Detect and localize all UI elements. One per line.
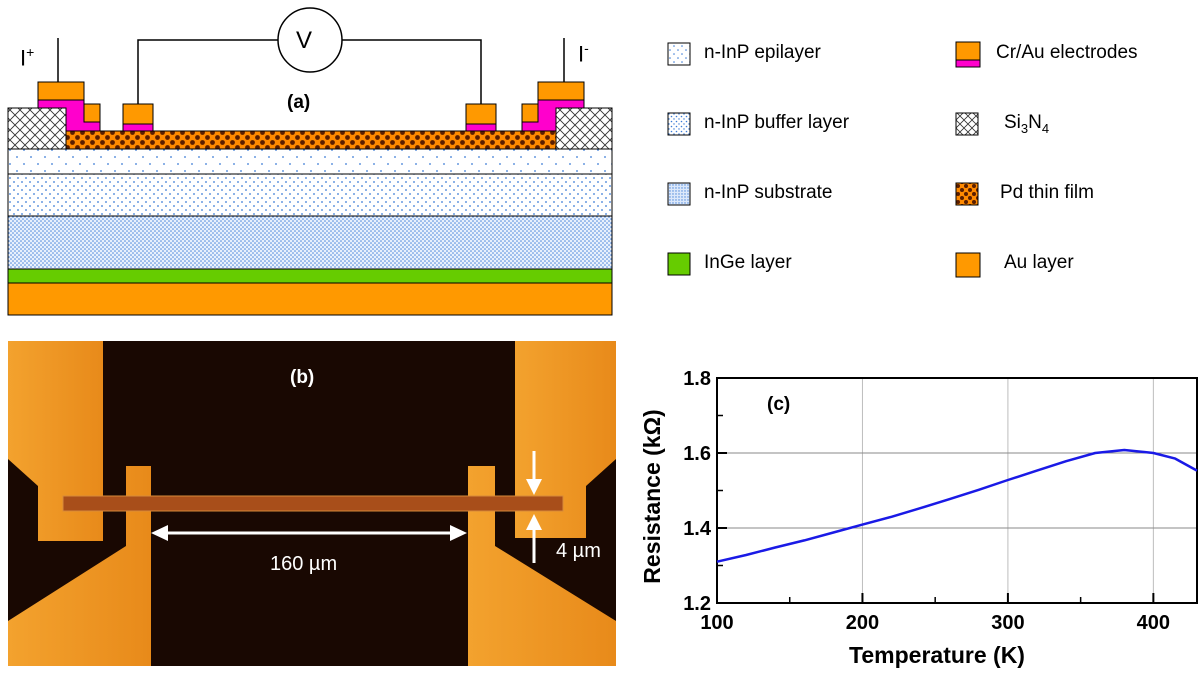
y-tick-label: 1.6 xyxy=(683,443,711,465)
inge-layer xyxy=(7,268,613,284)
optical-micrograph xyxy=(8,341,616,666)
legend-label-electrodes: Cr/Au electrodes xyxy=(996,42,1138,63)
y-tick-label: 1.4 xyxy=(683,518,712,540)
legend-label-epilayer: n-InP epilayer xyxy=(704,42,821,63)
panel-a-label: (a) xyxy=(287,92,311,113)
si3n4-right xyxy=(555,107,613,150)
x-tick-label: 400 xyxy=(1137,612,1170,634)
pd-thin-film xyxy=(65,130,557,150)
legend-label-inge: InGe layer xyxy=(704,252,792,273)
pd-stripe xyxy=(62,495,564,512)
si3n4-left xyxy=(7,107,67,150)
electrode-left-voltage-au xyxy=(122,103,154,125)
width-arrowhead-top xyxy=(526,479,542,495)
legend-swatch-au xyxy=(955,252,981,278)
device-cross-section xyxy=(7,7,613,316)
legend-label-pd: Pd thin film xyxy=(1000,182,1094,203)
x-tick-label: 100 xyxy=(700,612,733,634)
electrode-right-current-au xyxy=(521,81,585,123)
legend-label-au: Au layer xyxy=(1004,252,1074,273)
width-arrowhead-bottom xyxy=(526,514,542,530)
y-tick-label: 1.2 xyxy=(683,593,711,615)
electrode-left-voltage-cr xyxy=(122,123,154,132)
substrate-layer xyxy=(7,215,613,270)
legend-label-substrate: n-InP substrate xyxy=(704,182,833,203)
wire-voltage-right xyxy=(342,39,482,104)
legend-swatch-inge xyxy=(667,252,691,276)
resistance-series-line xyxy=(716,448,1198,563)
left-pad xyxy=(8,341,103,541)
electrode-right-voltage-au xyxy=(465,103,497,125)
current-minus-label: I- xyxy=(578,40,589,67)
legend-label-si3n4: Si3N4 xyxy=(1004,112,1050,136)
legend-swatch-electrode-au xyxy=(955,41,981,61)
plot-frame xyxy=(716,377,1198,604)
width-label: 4 µm xyxy=(556,540,601,562)
legend-swatches xyxy=(667,41,981,278)
voltmeter-label: V xyxy=(296,27,313,54)
x-tick-label: 200 xyxy=(846,612,879,634)
epilayer xyxy=(7,148,613,175)
left-voltage-lead xyxy=(8,466,151,666)
current-plus-label: I+ xyxy=(20,44,35,71)
y-axis-label: Resistance (kΩ) xyxy=(639,409,665,583)
resistance-chart: 100 200 300 400 1.2 1.4 1.6 1.8 (c) Temperature (… xyxy=(639,368,1198,668)
x-tick-label: 300 xyxy=(991,612,1024,634)
y-tick-label: 1.8 xyxy=(683,368,711,390)
legend-label-buffer: n-InP buffer layer xyxy=(704,112,850,133)
right-pad xyxy=(515,341,616,538)
right-voltage-lead xyxy=(468,466,616,666)
panel-b-label: (b) xyxy=(290,367,315,388)
legend-swatch-si3n4 xyxy=(955,112,979,136)
voltmeter-symbol xyxy=(277,7,343,73)
length-arrowhead-right xyxy=(450,525,467,541)
length-arrowhead-left xyxy=(151,525,168,541)
legend-swatch-buffer xyxy=(667,112,691,136)
length-label: 160 µm xyxy=(270,553,338,575)
electrode-left-current-au xyxy=(37,81,101,123)
panel-c-label: (c) xyxy=(767,394,790,415)
x-axis-label: Temperature (K) xyxy=(849,642,1025,668)
legend-swatch-epilayer xyxy=(667,42,691,66)
buffer-layer xyxy=(7,173,613,217)
legend-swatch-pd xyxy=(955,182,979,206)
legend-swatch-substrate xyxy=(667,182,691,206)
legend-swatch-electrode-cr xyxy=(955,59,981,68)
au-layer-bottom xyxy=(7,282,613,316)
wire-voltage-left xyxy=(137,39,278,104)
electrode-right-voltage-cr xyxy=(465,123,497,132)
